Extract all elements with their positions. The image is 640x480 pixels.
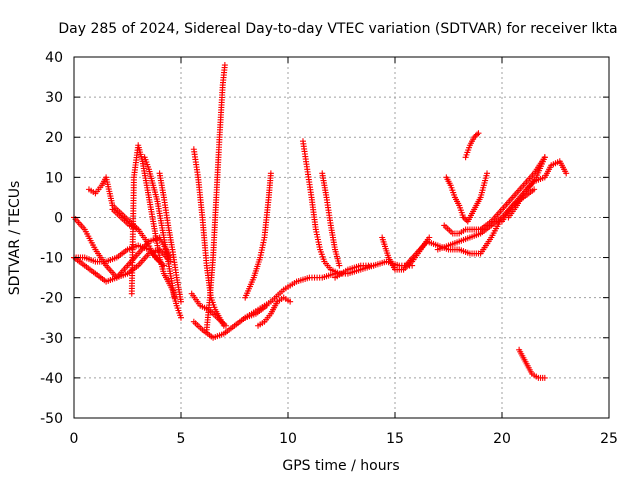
y-tick-label: 40 <box>45 50 63 66</box>
x-tick-label: 5 <box>177 431 186 447</box>
series-arc-6 <box>141 154 178 301</box>
series-arc-7 <box>109 206 167 269</box>
series-arc-28 <box>516 346 548 381</box>
y-tick-label: -40 <box>40 371 63 387</box>
series-arc-15 <box>242 262 377 321</box>
data-point <box>178 298 184 305</box>
y-tick-label: -50 <box>40 411 63 427</box>
data-point <box>460 214 467 221</box>
x-tick-label: 10 <box>279 431 297 447</box>
series-arc-25 <box>477 154 548 233</box>
plot-frame <box>73 56 610 419</box>
axis-ticks: 0 5 10 15 20 25 -50 -40 -30 -20 -10 0 10 20 30 40 <box>40 50 618 447</box>
y-tick-label: 30 <box>45 90 63 106</box>
data-point <box>531 186 538 193</box>
data-point <box>178 314 184 321</box>
y-axis-label: SDTVAR / TECUs <box>7 181 23 296</box>
x-axis-label: GPS time / hours <box>282 458 399 474</box>
data-point <box>474 131 481 138</box>
data-point <box>267 170 274 177</box>
x-tick-label: 25 <box>600 431 618 447</box>
data-point <box>336 262 343 269</box>
y-tick-label: 20 <box>45 130 63 146</box>
data-point <box>221 62 228 69</box>
data-point <box>160 262 167 269</box>
series-arc-12 <box>188 290 229 329</box>
series-arc-17 <box>319 170 343 269</box>
data-point <box>484 170 491 177</box>
series-arc-23 <box>443 170 491 225</box>
data-point <box>563 170 570 177</box>
data-point <box>475 130 482 137</box>
data-point <box>287 298 294 305</box>
x-tick-label: 20 <box>493 431 511 447</box>
data-point <box>471 134 478 141</box>
series-arc-16 <box>299 138 343 277</box>
y-tick-label: -10 <box>40 251 63 267</box>
grid <box>74 57 609 418</box>
y-tick-label: 0 <box>54 210 63 226</box>
series-arc-27 <box>499 158 570 225</box>
y-tick-label: -20 <box>40 291 63 307</box>
series-arc-14 <box>255 294 294 329</box>
data-point <box>541 374 548 381</box>
data-point <box>222 322 229 329</box>
series-arc-11 <box>203 62 228 333</box>
y-tick-label: -30 <box>40 331 63 347</box>
data-point <box>171 294 178 301</box>
series-arc-8 <box>156 170 184 305</box>
series-arc-2 <box>71 214 174 281</box>
x-tick-label: 0 <box>70 431 79 447</box>
data-marks <box>71 62 570 381</box>
data-point <box>461 215 468 222</box>
chart-title: Day 285 of 2024, Sidereal Day-to-day VTE… <box>58 21 617 37</box>
x-tick-label: 15 <box>386 431 404 447</box>
series-arc-24 <box>462 130 482 161</box>
data-point <box>472 132 479 139</box>
y-tick-label: 10 <box>45 170 63 186</box>
data-point <box>541 154 548 161</box>
series-arc-22 <box>441 222 484 237</box>
series-arc-13 <box>242 170 274 301</box>
